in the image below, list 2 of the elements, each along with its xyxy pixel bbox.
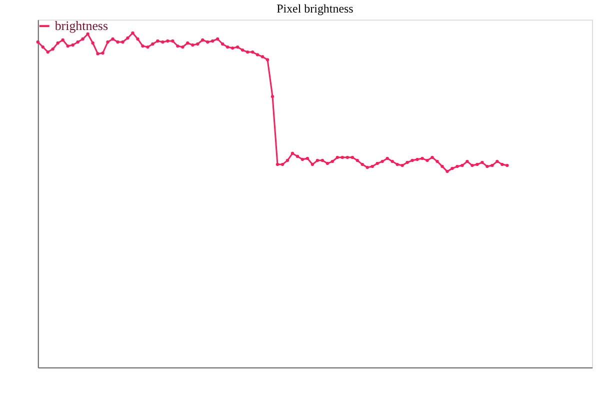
chart-title: Pixel brightness [276,2,354,16]
legend-label: brightness [54,18,108,34]
